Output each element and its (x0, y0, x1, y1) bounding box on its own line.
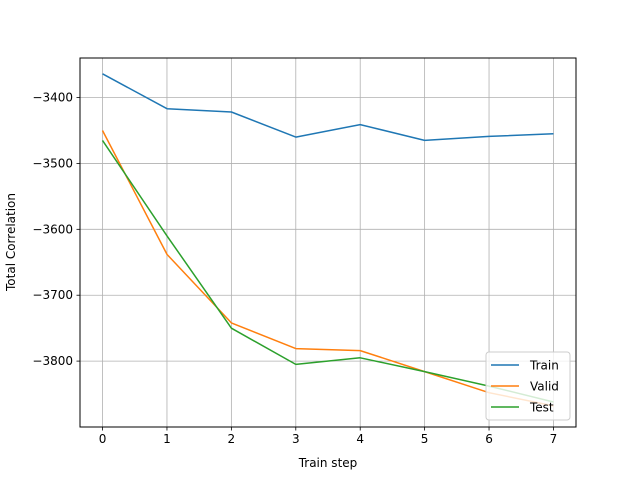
x-tick-label: 0 (99, 432, 107, 446)
x-axis-ticks: 0 1 2 3 4 5 6 7 (99, 427, 558, 446)
legend-label-valid: Valid (530, 380, 559, 394)
series-lines (101, 73, 554, 407)
x-tick-label: 3 (292, 432, 300, 446)
y-tick-label: −3400 (32, 91, 73, 105)
y-axis-ticks: −3400 −3500 −3600 −3700 −3800 (32, 91, 80, 368)
series-line-test (101, 139, 554, 403)
series-line-valid (101, 130, 554, 407)
y-tick-label: −3600 (32, 222, 73, 236)
x-tick-label: 5 (421, 432, 429, 446)
y-tick-label: −3500 (32, 156, 73, 170)
y-tick-label: −3700 (32, 288, 73, 302)
legend-label-test: Test (529, 401, 554, 415)
x-tick-label: 2 (228, 432, 236, 446)
legend-label-train: Train (529, 359, 559, 373)
plot-frame (79, 57, 577, 428)
legend-box (485, 351, 571, 421)
x-tick-label: 7 (550, 432, 558, 446)
y-axis-label: Total Correlation (4, 193, 18, 292)
x-tick-label: 6 (485, 432, 493, 446)
x-tick-label: 4 (356, 432, 364, 446)
series-line-train (102, 73, 554, 142)
y-tick-label: −3800 (32, 354, 73, 368)
legend: Train Valid Test (485, 351, 571, 421)
x-tick-label: 1 (163, 432, 171, 446)
x-axis-label: Train step (298, 456, 358, 470)
grid (80, 58, 576, 427)
